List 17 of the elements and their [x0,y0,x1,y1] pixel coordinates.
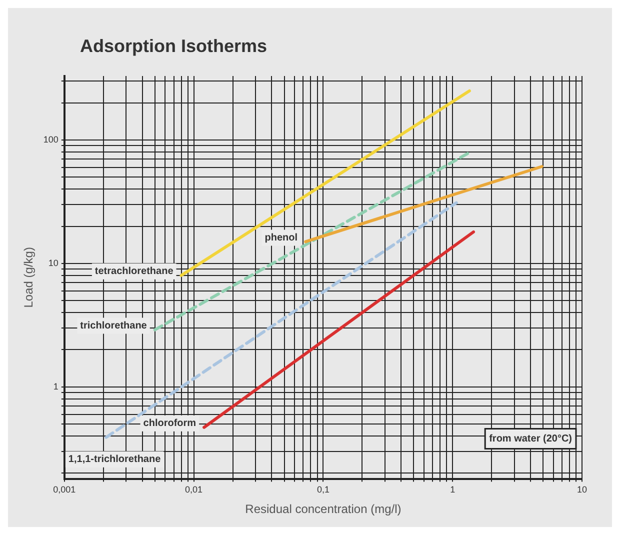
y-tick-label: 100 [43,134,58,144]
y-tick-label: 1 [53,381,58,392]
x-tick-label: 1 [450,484,456,495]
chart-title: Adsorption Isotherms [79,35,268,58]
x-axis-title: Residual concentration (mg/l) [245,502,402,516]
x-tick-label: 10 [576,484,588,495]
series-label: tetrachlorethane [94,266,174,278]
series-label: chloroform [143,418,196,430]
text: 1,1,1-trichlorethane [68,454,162,466]
series-label: phenol [264,232,298,244]
x-tick-label: 0,01 [185,484,203,495]
y-axis-title: Load (g/kg) [22,247,36,308]
annotation: from water (20°C) [489,434,572,445]
x-tick-label: 0,1 [316,484,330,495]
y-tick-label: 10 [48,258,58,268]
x-tick-label: 0,001 [53,484,76,495]
series-label: trichlorethane [80,320,148,332]
